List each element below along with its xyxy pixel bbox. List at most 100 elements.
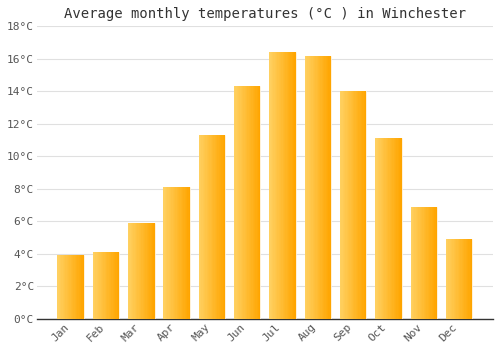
Bar <box>446 239 447 319</box>
Bar <box>234 86 235 319</box>
Bar <box>128 223 130 319</box>
Bar <box>412 207 413 319</box>
Bar <box>136 223 138 319</box>
Bar <box>410 207 437 319</box>
Bar <box>206 135 208 319</box>
Bar <box>174 187 176 319</box>
Bar <box>130 223 132 319</box>
Bar <box>293 52 294 319</box>
Bar <box>62 256 63 319</box>
Bar <box>58 256 84 319</box>
Bar <box>378 139 379 319</box>
Bar <box>66 256 68 319</box>
Bar <box>348 91 349 319</box>
Bar <box>221 135 222 319</box>
Bar <box>349 91 350 319</box>
Bar <box>236 86 238 319</box>
Bar <box>217 135 218 319</box>
Bar <box>375 139 402 319</box>
Bar <box>470 239 471 319</box>
Bar <box>138 223 140 319</box>
Bar <box>210 135 212 319</box>
Bar <box>68 256 70 319</box>
Bar <box>252 86 254 319</box>
Bar <box>164 187 166 319</box>
Bar <box>144 223 146 319</box>
Bar <box>94 252 96 319</box>
Bar <box>340 91 341 319</box>
Bar <box>304 56 306 319</box>
Bar <box>353 91 354 319</box>
Bar <box>452 239 454 319</box>
Bar <box>396 139 398 319</box>
Bar <box>93 252 94 319</box>
Bar <box>220 135 221 319</box>
Bar <box>391 139 392 319</box>
Bar <box>255 86 256 319</box>
Bar <box>456 239 458 319</box>
Bar <box>290 52 292 319</box>
Bar <box>198 135 200 319</box>
Bar <box>281 52 282 319</box>
Bar <box>340 91 366 319</box>
Bar <box>357 91 358 319</box>
Bar <box>428 207 429 319</box>
Bar <box>292 52 293 319</box>
Bar <box>364 91 365 319</box>
Bar <box>289 52 290 319</box>
Bar <box>459 239 460 319</box>
Bar <box>447 239 448 319</box>
Bar <box>424 207 425 319</box>
Bar <box>388 139 390 319</box>
Bar <box>468 239 469 319</box>
Bar <box>216 135 217 319</box>
Bar <box>430 207 432 319</box>
Bar <box>108 252 110 319</box>
Bar <box>328 56 330 319</box>
Bar <box>398 139 399 319</box>
Bar <box>60 256 62 319</box>
Bar <box>345 91 346 319</box>
Bar <box>319 56 320 319</box>
Bar <box>74 256 76 319</box>
Bar <box>70 256 72 319</box>
Bar <box>59 256 60 319</box>
Bar <box>429 207 430 319</box>
Bar <box>324 56 326 319</box>
Bar <box>454 239 455 319</box>
Bar <box>258 86 259 319</box>
Bar <box>326 56 327 319</box>
Bar <box>304 56 331 319</box>
Bar <box>365 91 366 319</box>
Bar <box>202 135 204 319</box>
Bar <box>384 139 386 319</box>
Bar <box>246 86 247 319</box>
Bar <box>280 52 281 319</box>
Bar <box>140 223 141 319</box>
Bar <box>455 239 456 319</box>
Bar <box>248 86 250 319</box>
Bar <box>426 207 428 319</box>
Bar <box>212 135 214 319</box>
Bar <box>433 207 434 319</box>
Bar <box>434 207 436 319</box>
Bar <box>467 239 468 319</box>
Bar <box>247 86 248 319</box>
Bar <box>270 52 296 319</box>
Bar <box>294 52 296 319</box>
Bar <box>350 91 352 319</box>
Bar <box>272 52 274 319</box>
Bar <box>286 52 288 319</box>
Bar <box>463 239 464 319</box>
Bar <box>320 56 322 319</box>
Bar <box>382 139 383 319</box>
Bar <box>240 86 242 319</box>
Bar <box>418 207 420 319</box>
Bar <box>204 135 206 319</box>
Bar <box>458 239 459 319</box>
Bar <box>238 86 240 319</box>
Bar <box>254 86 255 319</box>
Bar <box>306 56 308 319</box>
Bar <box>58 256 59 319</box>
Bar <box>184 187 186 319</box>
